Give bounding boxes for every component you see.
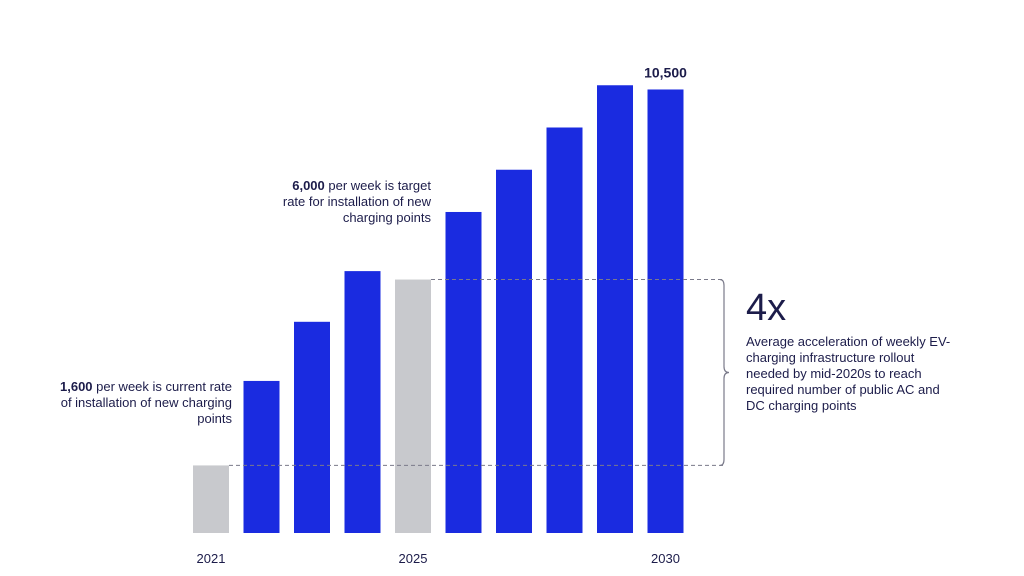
x-tick-2030: 2030 <box>651 551 680 566</box>
bar-2022 <box>243 380 280 533</box>
bar-2027 <box>496 169 532 533</box>
target-rate-text: per week is target rate for installation… <box>282 178 431 225</box>
bar-2025 <box>395 279 431 533</box>
current-rate-text: per week is current rate of installation… <box>60 379 232 426</box>
target-rate-value: 6,000 <box>292 178 325 193</box>
acceleration-brace <box>719 278 730 467</box>
x-tick-2025: 2025 <box>399 551 428 566</box>
bar-2026 <box>445 211 482 533</box>
current-rate-annotation: 1,600 per week is current rate of instal… <box>60 379 232 427</box>
current-rate-value: 1,600 <box>60 379 93 394</box>
bar-2029 <box>597 85 633 534</box>
target-rate-annotation: 6,000 per week is target rate for instal… <box>270 178 431 226</box>
bar-2023 <box>294 321 330 533</box>
x-tick-2021: 2021 <box>197 551 226 566</box>
bar-2024 <box>344 271 381 533</box>
data-label-2030: 10,500 <box>644 64 687 80</box>
bar-2028 <box>546 127 583 533</box>
bar-2021 <box>193 465 229 533</box>
acceleration-multiplier: 4x <box>746 287 787 329</box>
bar-2030 <box>647 89 684 533</box>
acceleration-description: Average acceleration of weekly EV-chargi… <box>746 334 951 413</box>
